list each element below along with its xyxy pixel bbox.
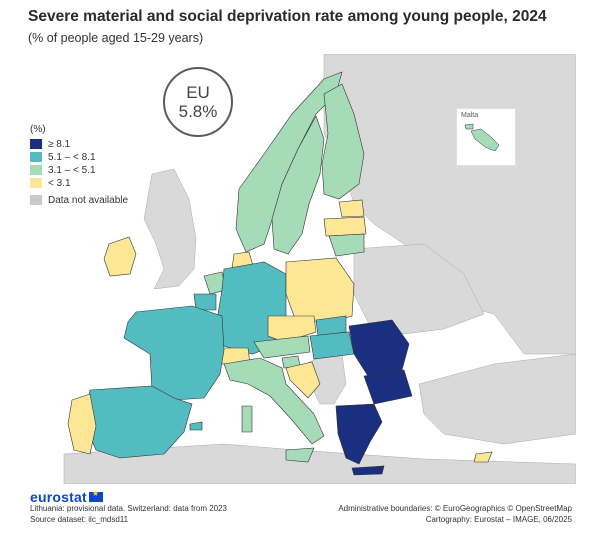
region-sardinia: [241, 405, 253, 433]
eu-badge-label: EU: [186, 82, 210, 102]
region-slovakia: [315, 315, 347, 337]
legend-row: 5.1 – < 8.1: [30, 151, 128, 163]
legend-swatch: [30, 178, 42, 188]
legend-label: ≥ 8.1: [48, 138, 71, 150]
region-croatia: [285, 361, 321, 399]
legend-row: < 3.1: [30, 177, 128, 189]
region-gozo: [464, 123, 474, 130]
region-sweden: [271, 115, 325, 255]
region-austria: [253, 335, 311, 359]
legend-label-na: Data not available: [48, 194, 129, 206]
region-greece: [335, 403, 383, 465]
region-norway: [235, 71, 343, 253]
region-belgium: [193, 293, 217, 311]
region-turkey: [418, 353, 576, 445]
region-latvia: [323, 216, 367, 237]
map-subtitle: (% of people aged 15-29 years): [28, 31, 204, 45]
credit-boundaries: Administrative boundaries: © EuroGeograp…: [338, 504, 572, 513]
footnote-provisional: Lithuania: provisional data. Switzerland…: [30, 504, 228, 513]
legend-title: (%): [30, 124, 46, 135]
region-italy: [223, 357, 325, 445]
legend-label: 5.1 – < 8.1: [48, 151, 96, 163]
region-uk: [143, 168, 197, 290]
malta-inset-label: Malta: [461, 112, 479, 119]
legend-swatch: [30, 165, 42, 175]
map-title: Severe material and social deprivation r…: [28, 8, 547, 25]
region-balearics: [189, 421, 203, 431]
region-bulgaria: [363, 369, 413, 405]
region-north-africa: [63, 443, 576, 484]
footnote-source: Source dataset: ilc_mdsd11: [30, 515, 129, 524]
legend-row: 3.1 – < 5.1: [30, 164, 128, 176]
eurostat-logo: eurostat: [30, 489, 103, 505]
legend-row-na: Data not available: [30, 194, 128, 206]
legend-row: ≥ 8.1: [30, 138, 128, 150]
region-cyprus: [473, 451, 493, 463]
region-malta: [470, 128, 500, 152]
region-estonia: [338, 199, 365, 218]
region-france: [123, 305, 225, 401]
region-finland: [321, 83, 365, 200]
legend-label: 3.1 – < 5.1: [48, 164, 96, 176]
region-crete: [351, 465, 385, 476]
credit-cartography: Cartography: Eurostat – IMAGE, 06/2025: [425, 515, 572, 524]
map-legend: (%) ≥ 8.1 5.1 – < 8.1 3.1 – < 5.1 < 3.1 …: [30, 124, 128, 207]
eu-average-badge: EU 5.8%: [163, 67, 233, 137]
malta-inset-map: [464, 123, 500, 152]
region-ireland: [103, 236, 137, 277]
legend-swatch-na: [30, 195, 42, 205]
legend-label: < 3.1: [48, 177, 71, 189]
eurostat-wordmark: eurostat: [30, 489, 87, 505]
region-sicily: [285, 447, 315, 463]
region-hungary: [309, 331, 355, 360]
eu-flag-icon: [88, 489, 103, 502]
region-lithuania: [328, 233, 365, 257]
region-ukraine: [353, 243, 485, 335]
region-portugal: [67, 393, 97, 455]
eu-badge-value: 5.8%: [178, 101, 218, 121]
legend-swatch: [30, 152, 42, 162]
malta-inset: Malta: [456, 108, 516, 166]
legend-swatch: [30, 139, 42, 149]
